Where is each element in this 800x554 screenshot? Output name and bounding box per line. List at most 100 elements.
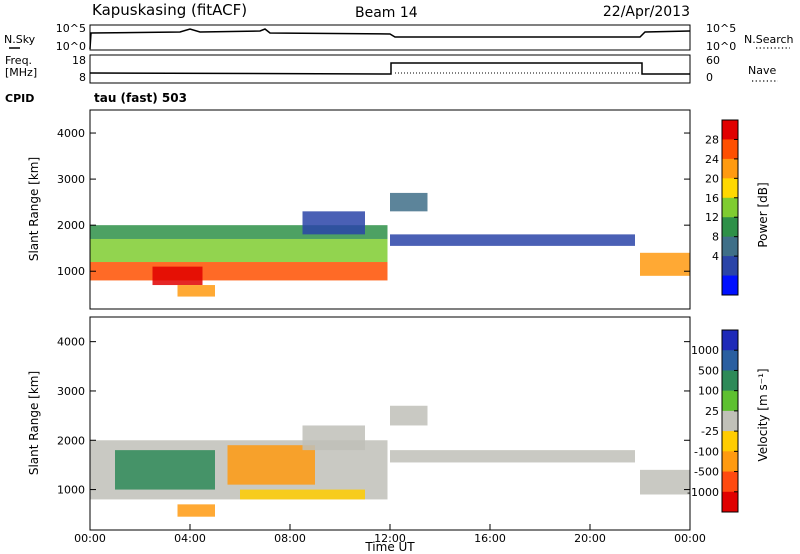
nsky-trace (89, 28, 691, 50)
time-tick-label-4: 16:00 (474, 532, 506, 545)
velocity-ytick-label-0: 1000 (57, 484, 85, 497)
velocity-colorbar-swatch-3 (722, 390, 738, 412)
velocity-colorbar-label-4: -25 (701, 425, 719, 438)
velocity-colorbar-swatch-4 (722, 410, 738, 432)
power-colorbar-swatch-3 (722, 178, 738, 199)
nsky-label: N.Sky (4, 33, 36, 46)
velocity-band-3 (177, 504, 215, 517)
velocity-colorbar-swatch-6 (722, 451, 738, 473)
power-band-0 (90, 262, 388, 281)
power-band-7 (390, 192, 428, 212)
power-colorbar-label-0: 28 (705, 133, 719, 146)
power-colorbar-swatch-6 (722, 236, 738, 257)
nsearch-label: N.Search (744, 33, 794, 46)
velocity-colorbar-label-6: -500 (694, 466, 719, 479)
power-colorbar-swatch-2 (722, 158, 738, 179)
power-band-1 (90, 238, 388, 263)
nsky-left-tick-bottom: 10^0 (56, 40, 86, 53)
time-tick-label-3: 12:00 (374, 532, 406, 545)
freq-right-tick-bottom: 0 (706, 71, 713, 84)
freq-unit: [MHz] (5, 66, 37, 79)
velocity-ytick-label-2: 3000 (57, 385, 85, 398)
nave-label: Nave (748, 64, 776, 77)
date-title: 22/Apr/2013 (603, 4, 690, 20)
velocity-colorbar-swatch-2 (722, 370, 738, 392)
velocity-band-4 (240, 489, 365, 500)
nsky-panel: N.Sky 10^5 10^0 10^5 10^0 N.Search (4, 22, 794, 53)
power-colorbar-swatch-8 (722, 275, 738, 296)
velocity-colorbar-swatch-7 (722, 471, 738, 493)
cpid-label: CPID (5, 92, 34, 105)
velocity-band-7 (390, 405, 428, 426)
power-colorbar-label-4: 12 (705, 211, 719, 224)
power-ytick-label-0: 1000 (57, 265, 85, 278)
power-panel: 1000 2000 3000 4000 Slant Range [km] 28 24 20… (27, 109, 770, 310)
power-band-3 (152, 266, 203, 286)
time-tick-label-1: 04:00 (174, 532, 206, 545)
freq-panel: Freq. [MHz] 18 8 60 0 Nave (5, 54, 778, 84)
velocity-colorbar: 1000 500 100 25 -25 -100 -500 -1000 (687, 329, 739, 513)
freq-label: Freq. (5, 54, 32, 67)
power-band-8 (640, 252, 690, 276)
beam-title: Beam 14 (355, 5, 418, 21)
power-data-layer (90, 192, 690, 297)
power-y-axis: 1000 2000 3000 4000 (57, 127, 690, 278)
power-ytick-label-3: 4000 (57, 127, 85, 140)
nsky-right-tick-bottom: 10^0 (706, 40, 736, 53)
velocity-colorbar-label: Velocity [m s⁻¹] (756, 368, 770, 461)
power-band-4 (177, 285, 215, 297)
cpid-value: tau (fast) 503 (94, 91, 187, 105)
velocity-ylabel: Slant Range [km] (27, 371, 41, 475)
velocity-y-axis: 1000 2000 3000 4000 (57, 336, 690, 497)
velocity-band-2 (227, 445, 315, 485)
velocity-data-layer (90, 405, 690, 517)
velocity-colorbar-label-0: 1000 (691, 344, 719, 357)
power-colorbar-swatch-0 (722, 120, 738, 140)
velocity-band-8 (640, 469, 690, 495)
power-colorbar-label-3: 16 (705, 192, 719, 205)
power-colorbar-frame (721, 119, 739, 296)
velocity-band-6 (390, 450, 635, 463)
velocity-colorbar-swatch-8 (722, 491, 738, 513)
station-title: Kapuskasing (fitACF) (92, 1, 247, 19)
time-axis: 00:00 04:00 08:00 12:00 16:00 20:00 00:00 (74, 524, 706, 545)
power-colorbar-label-1: 24 (705, 153, 719, 166)
time-tick-label-0: 00:00 (74, 532, 106, 545)
velocity-colorbar-frame (721, 329, 739, 513)
power-colorbar-label-6: 4 (712, 250, 719, 263)
power-band-6 (390, 234, 635, 246)
power-colorbar-swatch-5 (722, 217, 738, 238)
freq-right-tick-top: 60 (706, 54, 720, 67)
freq-left-tick-top: 18 (72, 54, 86, 67)
velocity-colorbar-label-1: 500 (698, 364, 719, 377)
velocity-band-5 (302, 425, 365, 451)
velocity-ytick-label-3: 4000 (57, 336, 85, 349)
power-ytick-label-1: 2000 (57, 219, 85, 232)
velocity-colorbar-label-7: -1000 (687, 486, 719, 499)
power-ylabel: Slant Range [km] (27, 157, 41, 261)
velocity-ytick-label-1: 2000 (57, 434, 85, 447)
velocity-colorbar-swatch-1 (722, 350, 738, 371)
velocity-colorbar-label-2: 100 (698, 385, 719, 398)
velocity-colorbar-label-5: -100 (694, 445, 719, 458)
power-colorbar-swatch-7 (722, 256, 738, 277)
power-band-5 (302, 211, 365, 235)
power-colorbar-label: Power [dB] (756, 182, 770, 247)
velocity-colorbar-swatch-0 (722, 330, 738, 351)
power-colorbar-label-2: 20 (705, 172, 719, 185)
power-ytick-label-2: 3000 (57, 173, 85, 186)
velocity-panel: 1000 2000 3000 4000 Slant Range [km] 1000 50… (27, 316, 770, 554)
velocity-colorbar-label-3: 25 (705, 405, 719, 418)
nsky-left-tick-top: 10^5 (56, 22, 86, 35)
velocity-band-1 (115, 450, 215, 490)
power-colorbar-label-5: 8 (712, 231, 719, 244)
freq-left-tick-bottom: 8 (79, 71, 86, 84)
power-colorbar-swatch-1 (722, 139, 738, 160)
time-tick-label-6: 00:00 (674, 532, 706, 545)
time-tick-label-5: 20:00 (574, 532, 606, 545)
time-axis-label: Time UT (364, 540, 415, 554)
power-colorbar: 28 24 20 16 12 8 4 (705, 119, 739, 296)
power-colorbar-swatch-4 (722, 197, 738, 218)
nsky-right-tick-top: 10^5 (706, 22, 736, 35)
